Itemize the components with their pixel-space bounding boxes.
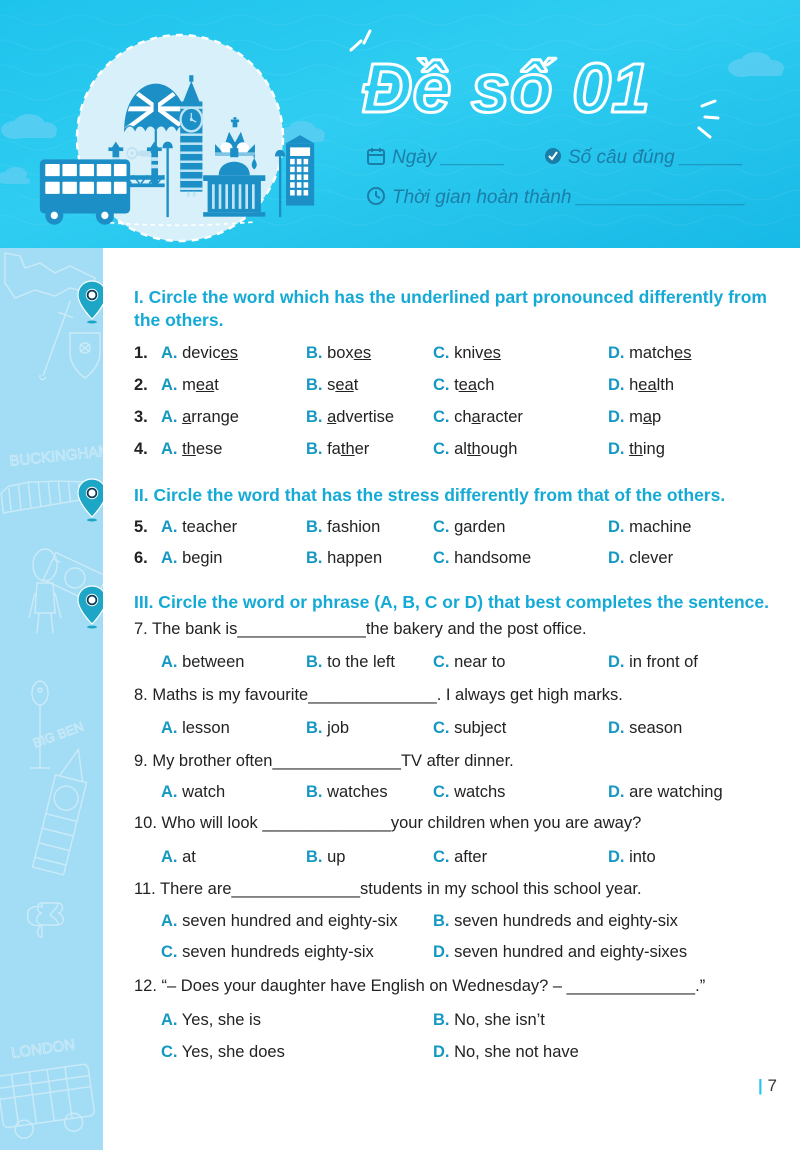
svg-text:LONDON: LONDON [10,1036,76,1062]
svg-text:BUCKINGHAM: BUCKINGHAM [9,442,103,470]
svg-text:Số câu đúng ______: Số câu đúng ______ [568,147,743,168]
svg-text:Ngày ______: Ngày ______ [392,147,505,168]
svg-text:Đề số 01: Đề số 01 [362,49,650,127]
svg-text:BIG BEN: BIG BEN [31,719,86,751]
svg-text:Thời gian hoàn thành _________: Thời gian hoàn thành ________________ [392,187,746,208]
